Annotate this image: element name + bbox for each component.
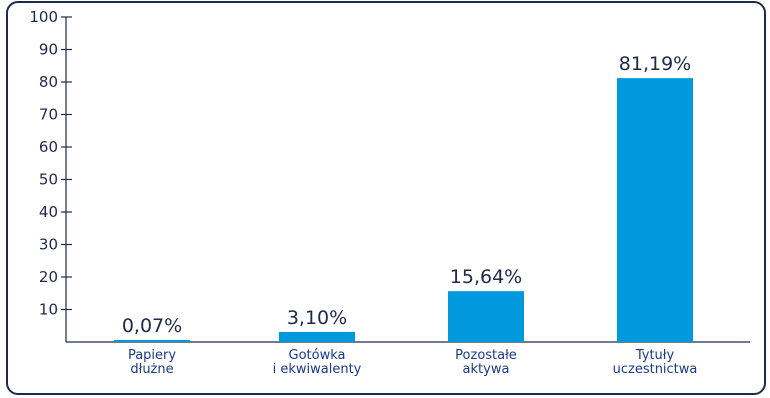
y-tick-label: 30 [39,236,58,254]
y-tick-label: 10 [39,301,58,319]
category-label-line: Papiery [128,348,176,363]
category-label-line: Tytuły [635,348,675,363]
y-tick-label: 60 [39,138,58,156]
category-label-line: Pozostałe [455,348,517,363]
category-label: Papiery dłużne [128,348,176,377]
y-tick-label: 40 [39,203,58,221]
bar [279,331,355,342]
category-label-line: Gotówka [289,348,346,363]
bar [448,291,524,342]
y-tick-label: 20 [39,268,58,286]
category-label: Pozostałe aktywa [455,348,517,377]
category-label: Tytuły uczestnictwa [613,348,698,377]
category-label-line: i ekwiwalenty [273,362,362,377]
y-tick-label: 90 [39,41,58,59]
category-label-line: aktywa [463,362,510,377]
y-tick-label: 50 [39,171,58,189]
y-tick-label: 80 [39,73,58,91]
y-tick-label: 100 [29,8,58,26]
labels: 0,07% Papiery dłużne 3,10% Gotówka i ekwiwale… [122,53,698,377]
data-label: 15,64% [450,266,522,288]
bar [617,78,693,342]
data-label: 0,07% [122,315,182,337]
data-label: 81,19% [619,53,691,75]
y-tick-label: 70 [39,106,58,124]
category-label: Gotówka i ekwiwalenty [273,348,362,377]
category-label-line: uczestnictwa [613,362,698,377]
bars [114,78,693,342]
bar [114,340,190,342]
category-label-line: dłużne [130,362,173,377]
data-label: 3,10% [287,307,347,329]
